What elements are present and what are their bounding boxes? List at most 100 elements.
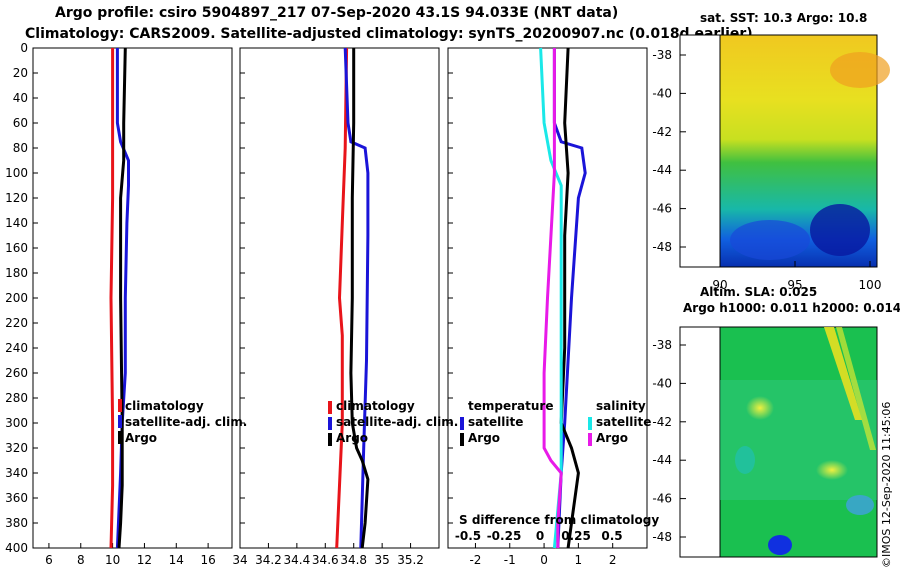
difference-panel: -2 -1 0 1 2 -0.5 -0.25 0 0.25 0.5 [448,47,623,567]
depth-tick-label: 360 [5,491,28,505]
legend-climatology: climatology [336,399,415,413]
lat-tick-label: -48 [652,240,672,254]
legend-salinity-title: salinity [596,399,646,413]
lat-tick-label: -42 [652,415,672,429]
legend-swatch-sal-argo [588,433,592,446]
legend-temp-argo: Argo [468,431,500,445]
lat-tick-label: -48 [652,530,672,544]
depth-tick-label: 40 [13,91,28,105]
legend-argo: Argo [336,431,368,445]
profile-title: Argo profile: csiro 5904897_217 07-Sep-2… [55,5,619,21]
salinity-diff-tick-label: -0.5 [455,529,481,543]
difference-xlabel: S difference from climatology [459,513,659,527]
lat-tick-label: -46 [652,492,672,506]
salinity-diff-tick-label: 0.5 [601,529,622,543]
legend-swatch-argo [328,433,332,446]
sst-lon-axis: 90 95 100 [712,261,881,292]
sla-title: Altim. SLA: 0.025 [700,285,818,299]
legend-argo: Argo [125,431,157,445]
depth-tick-label: 220 [5,316,28,330]
series-line-temperature-satellite [552,48,587,549]
salinity-diff-tick-label: -0.25 [487,529,522,543]
depth-tick-label: 0 [20,41,28,55]
lat-tick-label: -38 [652,338,672,352]
temperature-panel-frame [32,47,233,549]
depth-tick-label: 280 [5,391,28,405]
legend-satellite: satellite-adj. clim. [125,415,247,429]
lat-tick-label: -38 [652,48,672,62]
legend-satellite: satellite-adj. clim. [336,415,458,429]
depth-tick-label: 180 [5,266,28,280]
x-tick-label: 34.2 [255,553,282,567]
lon-tick-label: 90 [712,278,727,292]
sst-lat-axis: -38 -40 -42 -44 -46 -48 [652,48,686,254]
depth-tick-label: 400 [5,541,28,555]
lat-tick-label: -40 [652,376,672,390]
legend-swatch-satellite [328,417,332,430]
legend-temperature-title: temperature [468,399,553,413]
x-tick-label: 0 [540,553,548,567]
legend-swatch-argo [118,431,122,444]
lat-tick-label: -46 [652,202,672,216]
depth-tick-label: 120 [5,191,28,205]
depth-tick-label: 340 [5,466,28,480]
legend-temp-satellite: satellite [468,415,523,429]
series-line-argo [117,47,127,549]
difference-legend: temperature satellite Argo salinity sate… [459,399,659,527]
legend-swatch-temp-argo [460,433,464,446]
depth-tick-label: 240 [5,341,28,355]
series-line-salinity-satellite [539,47,563,549]
x-tick-label: 16 [200,553,215,567]
temperature-legend: climatology satellite-adj. clim. Argo [118,399,247,445]
depth-tick-label: 300 [5,416,28,430]
depth-tick-label: 20 [13,66,28,80]
salinity-legend: climatology satellite-adj. clim. Argo [328,399,458,446]
salinity-diff-tick-label: 0.25 [561,529,591,543]
argo-heights-title: Argo h1000: 0.011 h2000: 0.014 [683,301,900,315]
series-line-salinity-argo [542,48,563,548]
x-tick-label: 14 [169,553,184,567]
legend-swatch-sal-satellite [588,417,592,430]
depth-tick-label: 80 [13,141,28,155]
x-tick-label: 10 [105,553,120,567]
x-tick-label: 35.2 [397,553,424,567]
series-line-climatology [109,48,115,549]
sla-map [679,326,878,558]
depth-tick-label: 160 [5,241,28,255]
legend-swatch-satellite [118,415,122,428]
legend-swatch-climatology [118,399,122,412]
x-tick-label: 34.6 [312,553,339,567]
x-tick-label: 2 [609,553,617,567]
sst-title: sat. SST: 10.3 Argo: 10.8 [700,11,868,25]
lon-tick-label: 95 [787,278,802,292]
x-tick-label: 34 [232,553,247,567]
depth-tick-label: 100 [5,166,28,180]
lat-tick-label: -44 [652,163,672,177]
x-tick-label: 1 [575,553,583,567]
depth-tick-label: 60 [13,116,28,130]
x-tick-label: 8 [77,553,85,567]
depth-tick-label: 260 [5,366,28,380]
legend-sal-argo: Argo [596,431,628,445]
depth-tick-label: 140 [5,216,28,230]
series-line-satellite-adj-clim- [343,47,370,549]
x-tick-label: 6 [45,553,53,567]
legend-climatology: climatology [125,399,204,413]
legend-swatch-temp-satellite [460,417,464,430]
series-line-climatology [335,47,349,549]
climatology-title: Climatology: CARS2009. Satellite-adjuste… [25,26,753,42]
depth-tick-label: 200 [5,291,28,305]
series-line-temperature-argo [559,47,580,549]
legend-swatch-climatology [328,401,332,414]
depth-tick-label: 380 [5,516,28,530]
x-tick-label: 35 [375,553,390,567]
lat-tick-label: -44 [652,453,672,467]
x-tick-label: -1 [504,553,516,567]
legend-sal-satellite: satellite [596,415,651,429]
temperature-panel: 6 8 10 12 14 16 [33,47,216,567]
depth-tick-label: 320 [5,441,28,455]
sst-map [679,34,890,268]
lat-tick-label: -40 [652,86,672,100]
x-tick-label: 34.4 [283,553,310,567]
